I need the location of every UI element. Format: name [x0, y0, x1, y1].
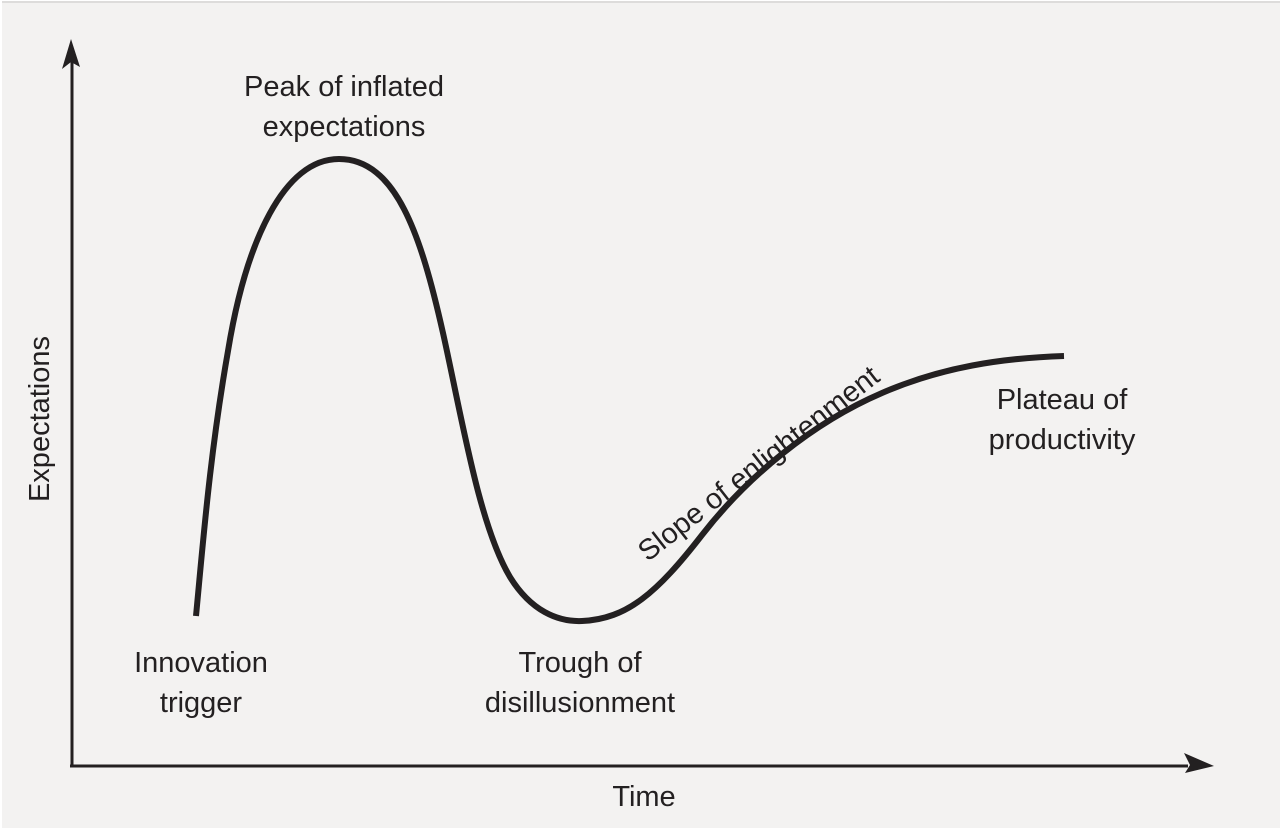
stage-label-peak: Peak of inflated expectations [214, 67, 474, 147]
stage-label-plateau-line1: Plateau of [997, 384, 1128, 416]
stage-label-trough: Trough of disillusionment [440, 643, 720, 723]
stage-label-trough-line2: disillusionment [485, 687, 675, 719]
stage-label-innovation-trigger: Innovation trigger [81, 643, 321, 723]
stage-label-innovation-line1: Innovation [134, 647, 268, 679]
stage-label-trough-line1: Trough of [518, 647, 641, 679]
stage-label-peak-line1: Peak of inflated [244, 71, 444, 103]
stage-label-plateau: Plateau of productivity [932, 380, 1192, 460]
stage-label-plateau-line2: productivity [989, 424, 1136, 456]
stage-label-peak-line2: expectations [263, 111, 426, 143]
y-axis-label: Expectations [20, 299, 60, 539]
x-axis-arrowhead-icon [1184, 753, 1214, 773]
stage-label-innovation-line2: trigger [160, 687, 242, 719]
x-axis-label: Time [564, 777, 724, 817]
